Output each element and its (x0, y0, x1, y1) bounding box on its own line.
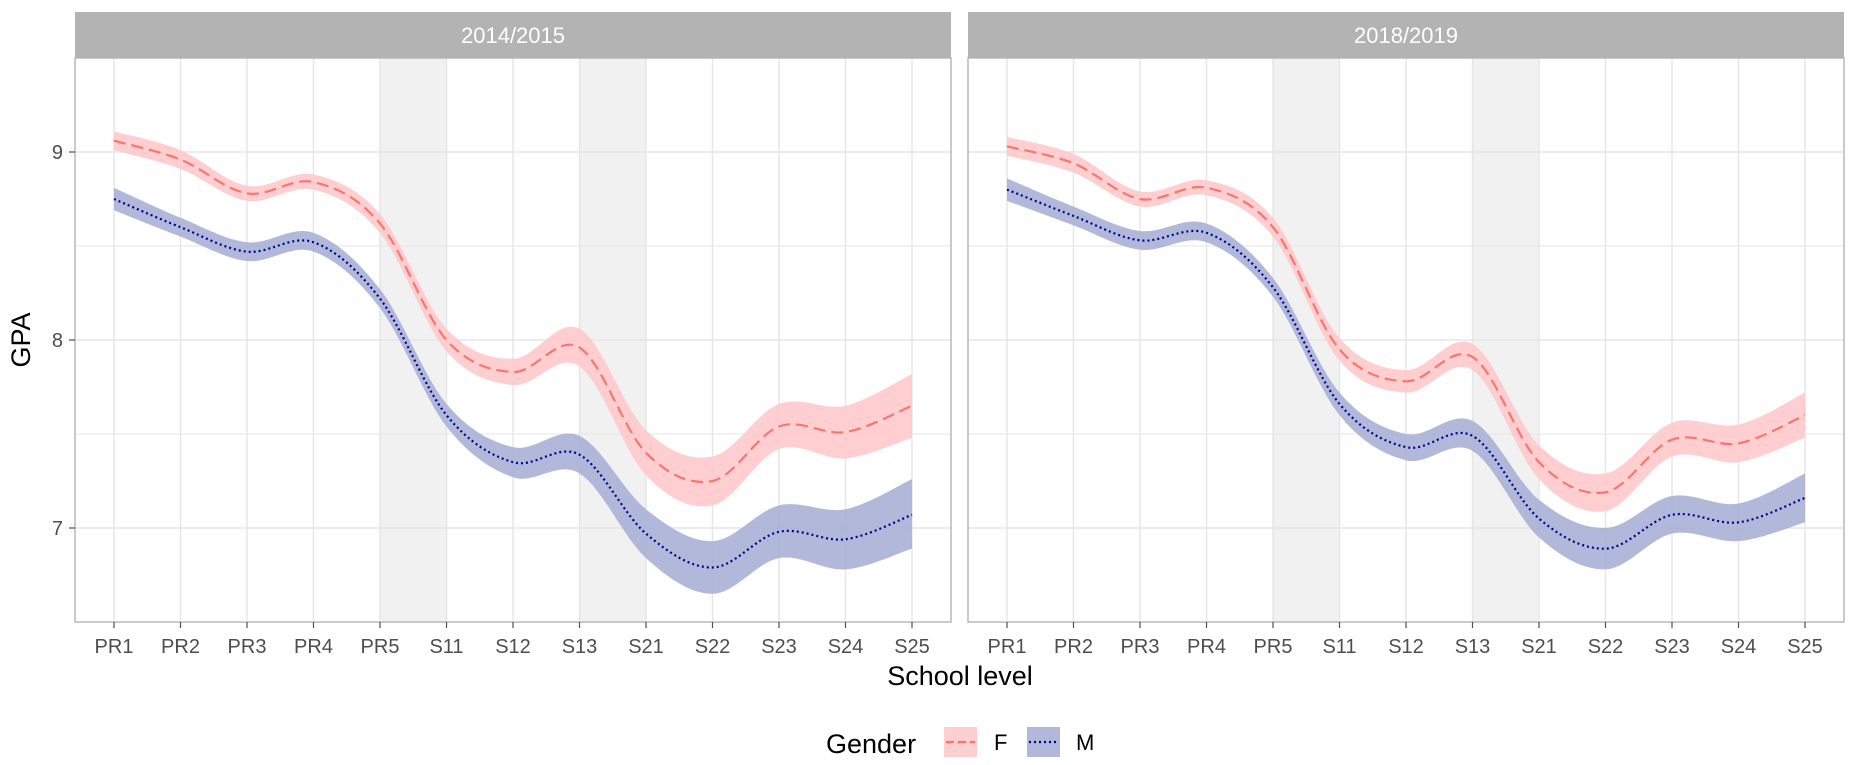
x-tick-label: S11 (429, 636, 463, 658)
x-tick-label: S23 (1654, 636, 1690, 658)
confidence-ribbon-M (1007, 178, 1805, 570)
x-tick-label: PR2 (161, 636, 200, 658)
panel-1: 2014/2015 PR1 PR2 PR3 PR4 PR5 S11 S12 S13 S21 S22 S… (52, 12, 952, 658)
facet-strip (75, 12, 951, 58)
x-tick-label: S13 (1455, 636, 1491, 658)
x-tick-label: S25 (1787, 636, 1823, 658)
x-tick-label: S21 (628, 636, 664, 658)
x-tick-label: PR1 (988, 636, 1027, 658)
facet-strip-label: 2014/2015 (461, 23, 565, 48)
x-tick-label: S22 (695, 636, 731, 658)
legend-label-F: F (994, 730, 1007, 755)
x-tick-label: S11 (1322, 636, 1356, 658)
y-tick-label: 7 (52, 518, 63, 540)
confidence-ribbon-F (114, 131, 912, 507)
confidence-ribbon-M (114, 187, 912, 594)
x-tick-label: S25 (894, 636, 930, 658)
series-line-M (113, 197, 913, 569)
y-tick-label: 8 (52, 330, 63, 352)
facet-strip (968, 12, 1844, 58)
x-tick-label: S24 (1721, 636, 1757, 658)
x-tick-label: PR2 (1054, 636, 1093, 658)
legend-title: Gender (826, 729, 916, 759)
series-line-F (1006, 145, 1806, 495)
facet-strip-label: 2018/2019 (1354, 23, 1458, 48)
x-tick-label: PR4 (1187, 636, 1226, 658)
x-tick-label: S23 (761, 636, 797, 658)
y-tick-label: 9 (52, 142, 63, 164)
x-tick-label: S12 (1388, 636, 1424, 658)
x-tick-label: S21 (1521, 636, 1557, 658)
confidence-ribbon-F (1007, 136, 1805, 512)
x-tick-label: S12 (495, 636, 531, 658)
x-tick-label: S13 (562, 636, 598, 658)
x-tick-label: PR1 (95, 636, 134, 658)
x-axis-title: School level (887, 661, 1033, 691)
y-axis-title: GPA (6, 312, 36, 367)
x-tick-label: S22 (1588, 636, 1624, 658)
series-line-F (113, 139, 913, 484)
panel-2: 2018/2019 PR1 PR2 PR3 PR4 PR5 S11 S12 S13 S21 S22 S… (967, 12, 1845, 658)
legend-label-M: M (1076, 730, 1094, 755)
x-tick-label: S24 (828, 636, 864, 658)
series-line-M (1006, 188, 1806, 550)
x-tick-label: PR4 (294, 636, 333, 658)
x-tick-label: PR3 (228, 636, 267, 658)
x-tick-label: PR5 (1254, 636, 1293, 658)
panels: 2014/2015 PR1 PR2 PR3 PR4 PR5 S11 S12 S13 S21 S22 S… (52, 12, 1845, 658)
x-tick-label: PR5 (361, 636, 400, 658)
x-tick-label: PR3 (1121, 636, 1160, 658)
